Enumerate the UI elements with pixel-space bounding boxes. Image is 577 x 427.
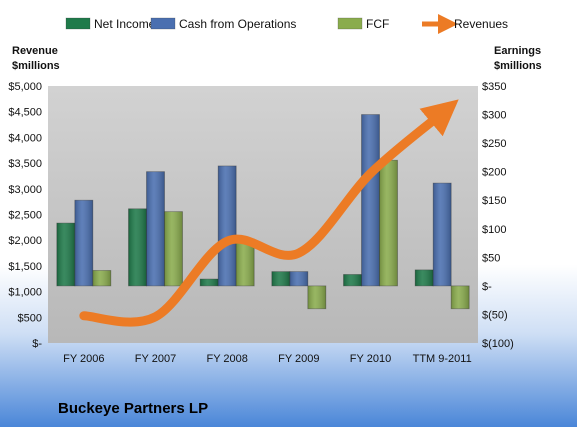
legend-label-cash-from-operations: Cash from Operations bbox=[179, 17, 296, 31]
right-axis-title-line2: $millions bbox=[494, 60, 542, 72]
right-axis-ticks: $(100) $(50) $- $50 $100 $150 $200 $250 $300 $350 bbox=[482, 81, 514, 350]
plot-area bbox=[48, 86, 478, 343]
x-tick-label: FY 2010 bbox=[350, 353, 391, 365]
legend-swatch-fcf bbox=[337, 17, 363, 30]
left-axis-ticks: $- $500 $1,000 $1,500 $2,000 $2,500 $3,000 $3,5… bbox=[8, 81, 42, 350]
x-tick-label: FY 2009 bbox=[278, 353, 319, 365]
bar-cash-from-operations-2 bbox=[217, 165, 237, 287]
left-tick-label: $3,000 bbox=[8, 184, 42, 196]
bar-fcf-3 bbox=[307, 285, 327, 310]
left-tick-label: $2,000 bbox=[8, 235, 42, 247]
left-tick-label: $5,000 bbox=[8, 81, 42, 93]
right-tick-label: $- bbox=[482, 281, 492, 293]
x-tick-label: FY 2008 bbox=[206, 353, 247, 365]
bar-net-income-3 bbox=[271, 271, 291, 287]
right-tick-label: $(50) bbox=[482, 309, 508, 321]
revenues-line bbox=[79, 99, 459, 327]
left-tick-label: $2,500 bbox=[8, 210, 42, 222]
left-tick-label: $1,500 bbox=[8, 261, 42, 273]
left-axis-title-line2: $millions bbox=[12, 60, 60, 72]
legend-swatch-cash-from-operations bbox=[150, 17, 176, 30]
left-tick-label: $4,000 bbox=[8, 132, 42, 144]
right-tick-label: $300 bbox=[482, 110, 506, 122]
bar-net-income-1 bbox=[128, 208, 147, 287]
bar-fcf-0 bbox=[92, 270, 112, 287]
legend-label-net-income: Net Income bbox=[94, 17, 156, 31]
x-tick-label: FY 2006 bbox=[63, 353, 104, 365]
legend-label-revenues: Revenues bbox=[454, 17, 508, 31]
right-tick-label: $200 bbox=[482, 167, 506, 179]
bar-cash-from-operations-4 bbox=[361, 114, 380, 287]
bar-fcf-4 bbox=[379, 159, 398, 287]
bar-cash-from-operations-5 bbox=[432, 182, 452, 287]
right-tick-label: $100 bbox=[482, 224, 506, 236]
chart-title: Buckeye Partners LP bbox=[58, 400, 208, 417]
bar-net-income-4 bbox=[343, 274, 362, 287]
bar-net-income-5 bbox=[414, 269, 434, 287]
left-tick-label: $4,500 bbox=[8, 107, 42, 119]
bar-net-income-2 bbox=[199, 278, 219, 287]
right-tick-label: $350 bbox=[482, 81, 506, 93]
legend-label-fcf: FCF bbox=[366, 17, 389, 31]
bar-fcf-1 bbox=[164, 211, 183, 287]
bar-cash-from-operations-0 bbox=[74, 199, 94, 287]
right-tick-label: $(100) bbox=[482, 338, 514, 350]
right-axis-title-line1: Earnings bbox=[494, 45, 541, 57]
left-tick-label: $- bbox=[32, 338, 42, 350]
right-tick-label: $50 bbox=[482, 252, 500, 264]
bar-fcf-5 bbox=[450, 285, 470, 310]
x-tick-label: FY 2007 bbox=[135, 353, 176, 365]
bar-net-income-0 bbox=[56, 222, 76, 287]
bar-cash-from-operations-1 bbox=[146, 171, 165, 287]
x-axis-ticks: FY 2006 FY 2007 FY 2008 FY 2009 FY 2010 TTM 9… bbox=[63, 353, 472, 365]
left-tick-label: $500 bbox=[18, 312, 42, 324]
left-tick-label: $3,500 bbox=[8, 158, 42, 170]
x-tick-label: TTM 9-2011 bbox=[413, 353, 472, 365]
bar-cash-from-operations-3 bbox=[289, 271, 309, 287]
right-tick-label: $150 bbox=[482, 195, 506, 207]
legend: Net Income Cash from Operations FCF Revenue… bbox=[65, 14, 508, 34]
right-tick-label: $250 bbox=[482, 138, 506, 150]
revenues-line-path bbox=[79, 99, 459, 327]
legend-swatch-net-income bbox=[65, 17, 91, 30]
left-tick-label: $1,000 bbox=[8, 287, 42, 299]
left-axis-title-line1: Revenue bbox=[12, 45, 58, 57]
